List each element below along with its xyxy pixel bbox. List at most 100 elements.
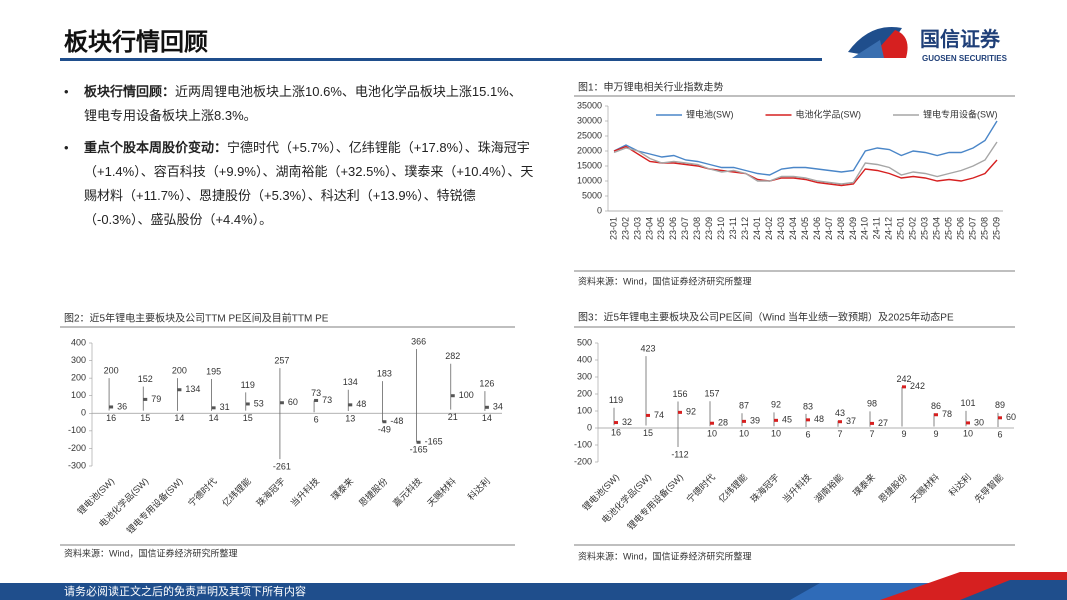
x-tick-label: 25-02 (908, 217, 918, 240)
x-tick-label: 锂电专用设备(SW) (625, 471, 685, 531)
y-tick-label: 300 (71, 355, 86, 365)
x-tick-label: 先导智能 (972, 471, 1005, 504)
current-marker (774, 418, 778, 422)
y-tick-label: 400 (577, 354, 592, 364)
chart-title: 图3：近5年锂电主要板块及公司PE区间（Wind 当年业绩一致预期）及2025年… (578, 311, 954, 324)
y-tick-label: 0 (597, 205, 602, 215)
current-marker (211, 406, 216, 410)
low-label: 10 (771, 429, 781, 439)
y-tick-label: 35000 (577, 100, 602, 110)
high-label: 242 (896, 374, 911, 384)
low-label: 16 (106, 413, 116, 423)
low-label: 9 (901, 429, 906, 439)
x-tick-label: 25-06 (955, 217, 965, 240)
x-tick-label: 亿纬锂能 (220, 475, 253, 508)
x-tick-label: 恩捷股份 (356, 475, 389, 508)
y-tick-label: 200 (577, 388, 592, 398)
current-marker (742, 419, 746, 423)
x-tick-label: 科达利 (465, 475, 492, 502)
current-marker (710, 421, 714, 425)
current-label: 36 (117, 401, 127, 411)
x-tick-label: 25-05 (944, 217, 954, 240)
current-marker (177, 388, 182, 392)
y-tick-label: 300 (577, 371, 592, 381)
current-label: 100 (459, 390, 474, 400)
x-tick-label: 24-03 (776, 217, 786, 240)
current-marker (966, 421, 970, 425)
low-label: 14 (209, 413, 219, 423)
x-tick-label: 24-08 (836, 217, 846, 240)
current-label: 78 (942, 409, 952, 419)
x-tick-label: 珠海冠宇 (748, 471, 781, 504)
y-tick-label: -200 (68, 443, 86, 453)
high-label: 200 (172, 366, 187, 376)
x-tick-label: 璞泰来 (328, 475, 355, 502)
x-tick-label: 嘉元科技 (390, 475, 423, 508)
current-label: 48 (814, 414, 824, 424)
current-label: 27 (878, 418, 888, 428)
current-marker (416, 440, 421, 444)
x-tick-label: 天赐材料 (425, 475, 458, 508)
low-label: 14 (482, 413, 492, 423)
low-label: 6 (314, 415, 319, 425)
y-tick-label: 25000 (577, 130, 602, 140)
series-line (613, 120, 998, 176)
low-label: 14 (174, 413, 184, 423)
low-label: -165 (410, 445, 428, 455)
high-label: 200 (104, 366, 119, 376)
y-tick-label: 400 (71, 337, 86, 347)
y-tick-label: 5000 (582, 190, 602, 200)
high-label: 83 (803, 401, 813, 411)
chart-source: 资料来源：Wind，国信证券经济研究所整理 (64, 547, 238, 558)
high-label: 119 (241, 380, 255, 390)
current-label: -165 (425, 437, 443, 447)
high-label: 87 (739, 401, 749, 411)
high-label: 89 (995, 400, 1005, 410)
x-tick-label: 24-04 (788, 217, 798, 240)
high-label: 423 (640, 343, 655, 353)
x-tick-label: 锂电专用设备(SW) (124, 475, 184, 535)
x-tick-label: 25-08 (979, 217, 989, 240)
high-label: 156 (672, 389, 687, 399)
low-label: 21 (448, 412, 458, 422)
bullet-lead: 板块行情回顾： (84, 84, 176, 99)
x-tick-label: 23-02 (620, 217, 630, 240)
current-marker (348, 403, 353, 407)
current-label: 74 (654, 410, 664, 420)
x-tick-label: 恩捷股份 (876, 471, 909, 504)
logo-en: GUOSEN SECURITIES (922, 54, 1008, 63)
x-tick-label: 湖南裕能 (812, 471, 845, 504)
x-tick-label: 24-06 (812, 217, 822, 240)
high-label: 119 (609, 395, 623, 405)
x-tick-label: 23-04 (644, 217, 654, 240)
high-label: 98 (867, 399, 877, 409)
current-marker (998, 416, 1002, 420)
x-tick-label: 璞泰来 (850, 471, 877, 498)
chart-source: 资料来源：Wind，国信证券经济研究所整理 (578, 275, 752, 286)
bullet: 重点个股本周股价变动：宁德时代（+5.7%）、亿纬锂能（+17.8%）、珠海冠宇… (64, 136, 534, 232)
bullet-list: 板块行情回顾：近两周锂电池板块上涨10.6%、电池化学品板块上涨15.1%、锂电… (64, 80, 534, 240)
current-label: 53 (254, 398, 264, 408)
current-label: 39 (750, 416, 760, 426)
chart-title: 图1：申万锂电相关行业指数走势 (578, 81, 724, 94)
current-marker (678, 410, 682, 414)
high-label: 157 (704, 389, 719, 399)
x-tick-label: 25-04 (932, 217, 942, 240)
x-tick-label: 24-10 (860, 217, 870, 240)
low-label: 13 (345, 413, 355, 423)
high-label: 134 (343, 377, 358, 387)
y-tick-label: -100 (68, 425, 86, 435)
x-tick-label: 25-07 (967, 217, 977, 240)
current-label: 92 (686, 407, 696, 417)
current-marker (838, 420, 842, 424)
current-marker (806, 418, 810, 422)
high-label: 101 (960, 398, 975, 408)
x-tick-label: 24-12 (884, 217, 894, 240)
x-tick-label: 当升科技 (288, 475, 321, 508)
current-label: 32 (622, 417, 632, 427)
high-label: 126 (479, 379, 494, 389)
y-tick-label: 100 (577, 405, 592, 415)
x-tick-label: 23-10 (716, 217, 726, 240)
y-tick-label: 0 (587, 422, 592, 432)
